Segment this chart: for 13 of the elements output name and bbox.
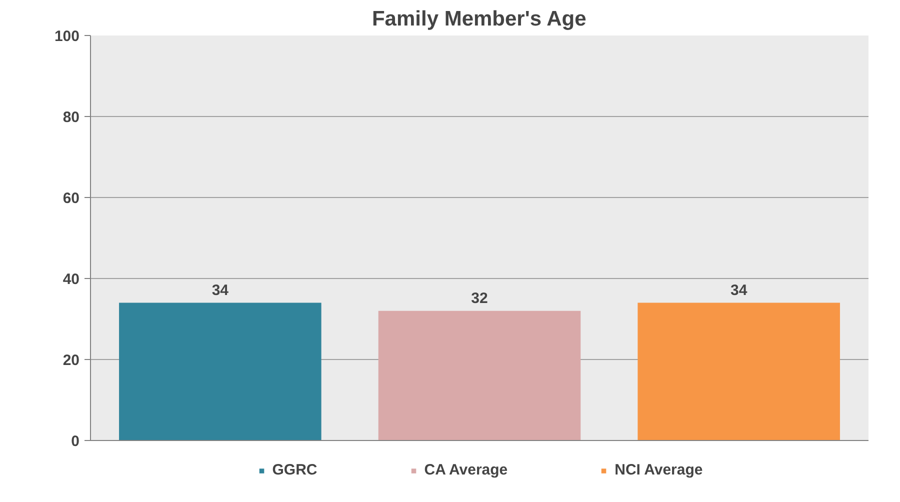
y-tick-label: 40 [62, 271, 80, 288]
y-tick-label: 80 [62, 109, 80, 126]
legend-label: GGRC [272, 462, 318, 478]
chart-title: Family Member's Age [372, 8, 586, 30]
data-label: 34 [212, 282, 230, 299]
y-tick-label: 100 [54, 28, 80, 45]
legend-label: CA Average [424, 462, 508, 478]
data-label: 34 [730, 282, 748, 299]
y-tick-label: 0 [71, 433, 80, 450]
y-tick-label: 60 [62, 190, 80, 207]
data-label: 32 [471, 290, 488, 307]
legend-label: NCI Average [614, 462, 703, 478]
y-tick-label: 20 [62, 352, 80, 369]
